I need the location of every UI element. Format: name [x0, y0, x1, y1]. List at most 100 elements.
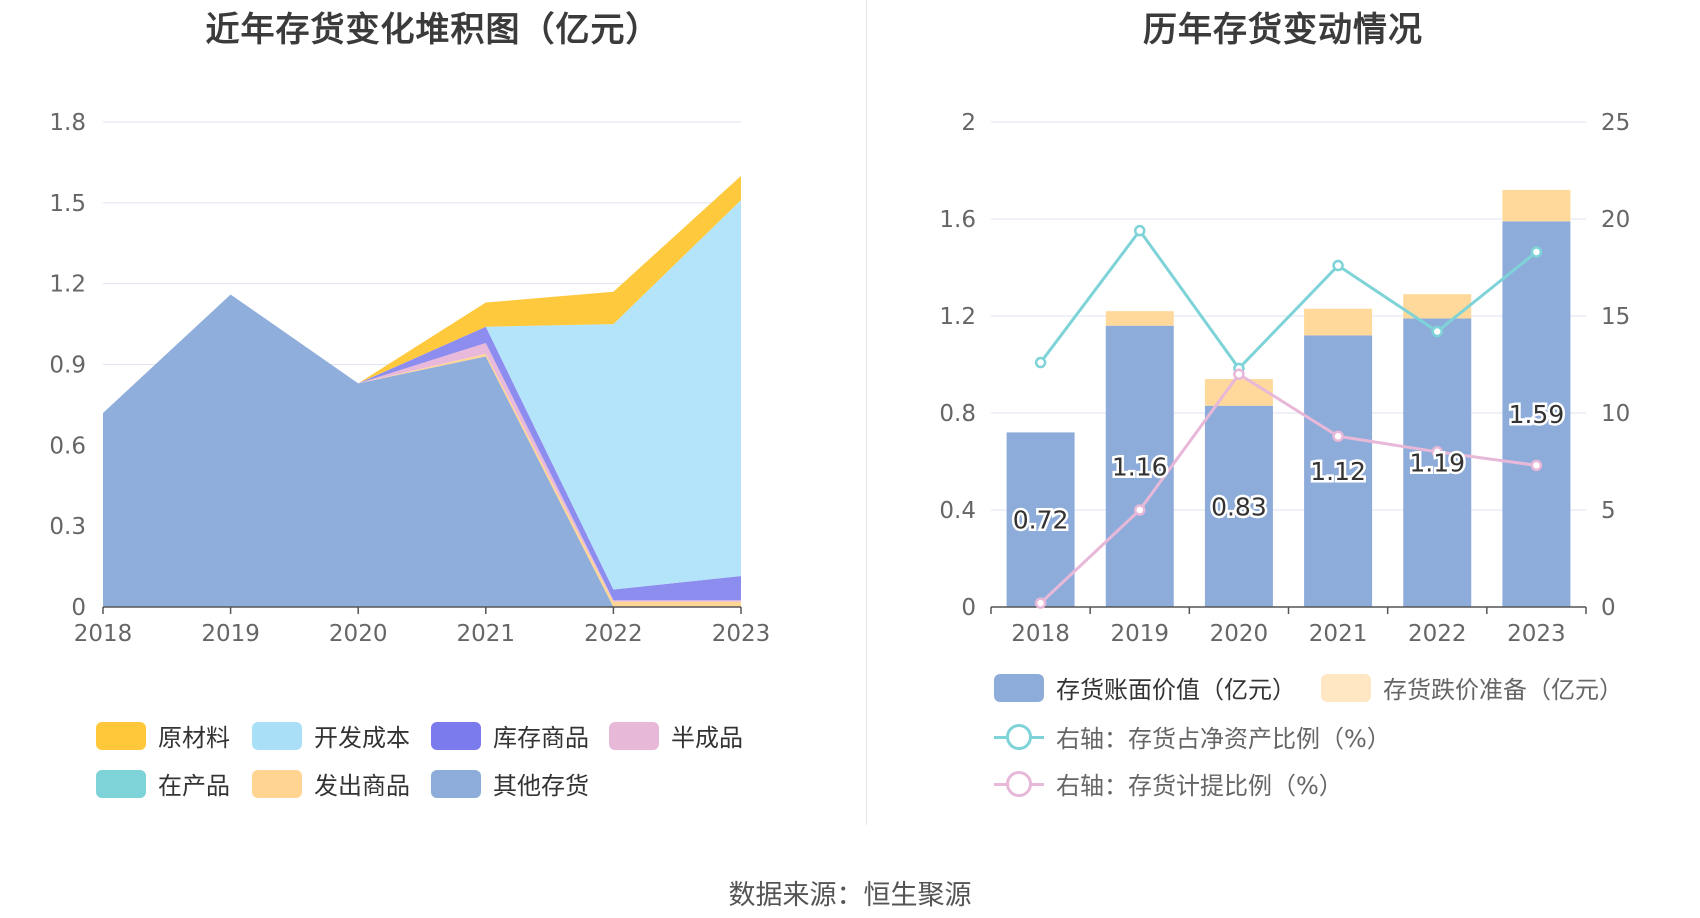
line-point	[1530, 459, 1543, 472]
bar-book-value	[1006, 432, 1075, 607]
stacked-area-chart: 0 0.3 0.6 0.9 1.2 1.5 1.8 2018 2019 2020 2021 2022 2…	[49, 110, 771, 647]
y-tick-label: 1.8	[49, 110, 86, 136]
x-tick-label: 2023	[1507, 621, 1566, 647]
left-chart-panel: 近年存货变化堆积图（亿元） 0 0.3 0.6 0.9 1.2 1.5 1.8 2018 201…	[0, 0, 866, 820]
legend-item[interactable]: 右轴：存货占净资产比例（%）	[994, 719, 1391, 754]
legend-swatch	[431, 769, 481, 798]
x-tick-label: 2022	[1408, 621, 1467, 647]
y-tick-label: 0.3	[49, 514, 86, 540]
x-tick-label: 2018	[74, 621, 133, 647]
y-left-tick-label: 0.8	[939, 401, 976, 427]
x-tick-label: 2023	[712, 621, 771, 647]
y-tick-label: 1.5	[49, 191, 86, 217]
legend-label: 在产品	[158, 772, 230, 800]
legend-label: 库存商品	[493, 724, 589, 752]
line-point	[1332, 259, 1344, 272]
legend-label: 存货跌价准备（亿元）	[1383, 676, 1623, 704]
y-tick-label: 0.9	[49, 353, 86, 379]
line-point	[1233, 368, 1245, 380]
bar-provision	[1204, 379, 1273, 406]
bar-value-label: 1.16	[1112, 452, 1168, 481]
y-left-tick-label: 1.2	[939, 304, 976, 330]
bar-book-value	[1105, 325, 1174, 607]
x-tick-label: 2019	[201, 621, 260, 647]
x-tick-label: 2021	[1309, 621, 1368, 647]
bar-value-label: 1.19	[1409, 449, 1465, 478]
legend-label: 其他存货	[493, 772, 589, 800]
line-point	[1034, 356, 1047, 369]
area-series	[103, 294, 741, 607]
area-series	[103, 200, 741, 590]
y-left-tick-label: 1.6	[939, 207, 976, 233]
bar-provision	[1105, 311, 1174, 326]
legend-item[interactable]: 开发成本	[252, 718, 410, 753]
right-chart-title: 历年存货变动情况	[1143, 10, 1423, 50]
y-right-tick-label: 10	[1601, 401, 1630, 427]
bar-book-value	[1403, 318, 1472, 607]
legend-swatch	[1321, 673, 1371, 702]
bar-book-value	[1502, 221, 1571, 608]
data-source: 数据来源：恒生聚源	[728, 880, 972, 911]
bar-value-label: 1.12	[1310, 457, 1366, 486]
legend-item[interactable]: 存货账面价值（亿元）	[994, 670, 1296, 705]
line-point	[1134, 224, 1146, 237]
x-tick-label: 2019	[1110, 621, 1169, 647]
legend-item[interactable]: 半成品	[609, 718, 743, 753]
line-series	[1039, 372, 1537, 605]
y-left-tick-label: 2	[961, 110, 976, 136]
legend-swatch	[252, 769, 302, 798]
y-tick-label: 1.2	[49, 272, 86, 298]
x-tick-label: 2020	[1210, 621, 1269, 647]
bar-book-value	[1304, 335, 1373, 607]
line-point	[1431, 325, 1443, 338]
line-point	[1034, 597, 1047, 609]
bar-value-label: 0.83	[1211, 492, 1267, 521]
y-right-tick-label: 0	[1601, 595, 1616, 621]
x-tick-label: 2018	[1011, 621, 1070, 647]
bar-provision	[1304, 308, 1373, 336]
panel-divider	[866, 0, 867, 825]
area-series	[103, 294, 741, 601]
legend-swatch	[609, 721, 659, 750]
y-right-tick-label: 15	[1601, 304, 1630, 330]
legend-item[interactable]: 原材料	[96, 718, 230, 753]
legend-item[interactable]: 库存商品	[431, 718, 589, 753]
legend-label: 半成品	[671, 724, 743, 752]
y-left-tick-label: 0	[961, 595, 976, 621]
right-chart-panel: 历年存货变动情况 0 0.4 0.8 1.2 1.6 2 0 5 10 15 20 25 2018 201…	[866, 0, 1700, 820]
legend-item[interactable]: 右轴：存货计提比例（%）	[994, 766, 1343, 801]
bar-value-label: 1.59	[1509, 400, 1565, 429]
y-tick-label: 0.6	[49, 433, 86, 459]
legend-label: 右轴：存货计提比例（%）	[1056, 772, 1343, 800]
legend-swatch	[431, 721, 481, 750]
legend-item[interactable]: 在产品	[96, 766, 230, 801]
legend-swatch	[96, 721, 146, 750]
line-point	[1530, 246, 1543, 258]
line-point	[1134, 504, 1146, 516]
legend-item[interactable]: 存货跌价准备（亿元）	[1321, 670, 1623, 705]
legend-item[interactable]: 其他存货	[431, 766, 589, 801]
legend-item[interactable]: 发出商品	[252, 766, 410, 801]
line-point	[1332, 430, 1344, 443]
bar-provision	[1502, 189, 1571, 222]
bar-value-label: 0.72	[1013, 506, 1069, 535]
legend-label: 原材料	[158, 724, 230, 752]
legend-swatch	[994, 723, 1044, 751]
x-tick-label: 2022	[584, 621, 643, 647]
legend-swatch	[994, 770, 1044, 798]
x-tick-label: 2021	[457, 621, 516, 647]
left-chart-title: 近年存货变化堆积图（亿元）	[205, 10, 661, 50]
legend-swatch	[96, 769, 146, 798]
legend-label: 发出商品	[314, 772, 410, 800]
legend-label: 开发成本	[314, 724, 410, 752]
y-right-tick-label: 20	[1601, 207, 1630, 233]
y-right-tick-label: 5	[1601, 498, 1616, 524]
bar-book-value	[1204, 405, 1273, 607]
area-series	[103, 175, 741, 413]
line-point	[1431, 446, 1443, 458]
y-right-tick-label: 25	[1601, 110, 1630, 136]
line-series	[1039, 228, 1538, 371]
legend-label: 存货账面价值（亿元）	[1056, 676, 1296, 704]
y-left-tick-label: 0.4	[939, 498, 976, 524]
